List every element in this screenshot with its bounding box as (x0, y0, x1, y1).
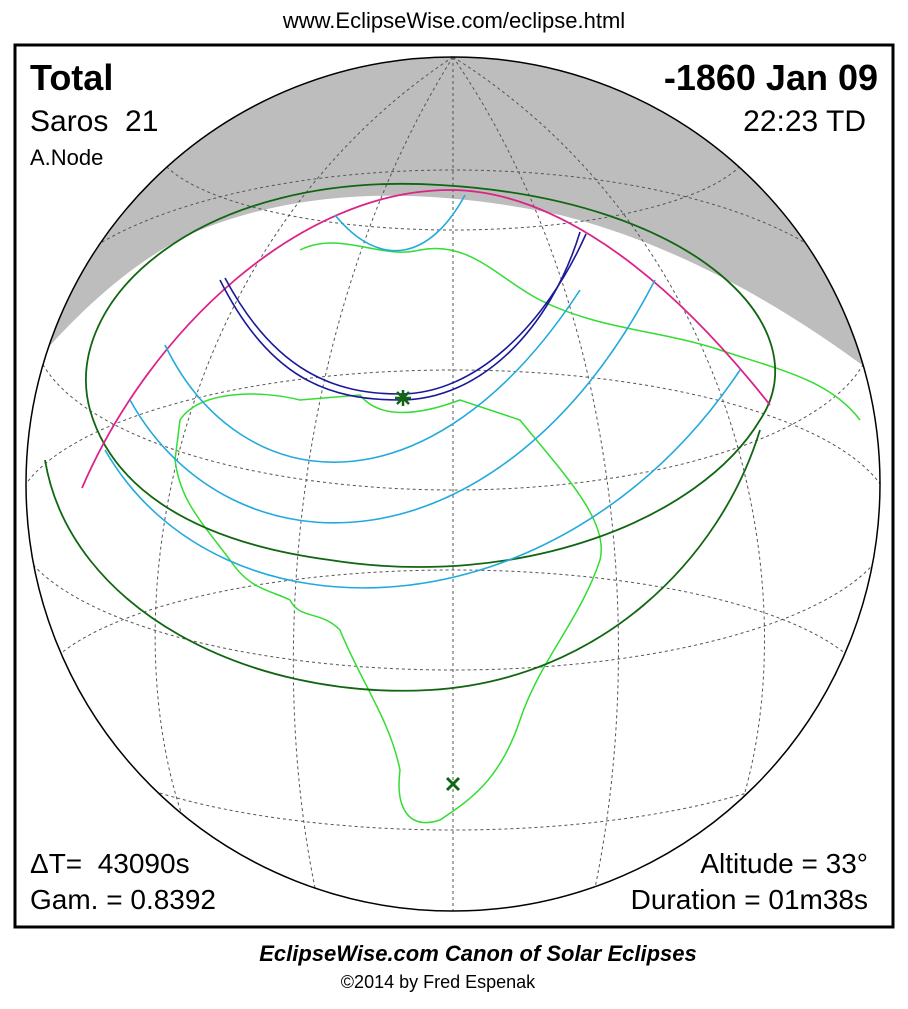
globe-outline (25, 56, 881, 912)
delta-t: ΔT= 43090s (30, 848, 190, 879)
saros: Saros 21 (30, 105, 158, 138)
date: -1860 Jan 09 (664, 57, 878, 98)
node: A.Node (30, 145, 103, 170)
url: www.EclipseWise.com/eclipse.html (282, 8, 625, 33)
eurasia-outline (299, 242, 861, 421)
time: 22:23 TD (743, 105, 866, 138)
eclipse-type: Total (30, 57, 113, 98)
footer-title: EclipseWise.com Canon of Solar Eclipses (259, 941, 697, 966)
africa-outline (174, 393, 602, 824)
altitude: Altitude = 33° (700, 848, 868, 879)
copyright: ©2014 by Fred Espenak (341, 972, 536, 992)
rise-set-curve (81, 189, 771, 489)
subsolar-marker (445, 776, 461, 792)
gamma: Gam. = 0.8392 (30, 884, 216, 915)
magnitude-curves (104, 194, 741, 589)
penumbra-limit (85, 182, 777, 568)
greatest-eclipse-marker (395, 390, 411, 406)
penumbra-south (44, 429, 761, 692)
duration: Duration = 01m38s (631, 884, 868, 915)
